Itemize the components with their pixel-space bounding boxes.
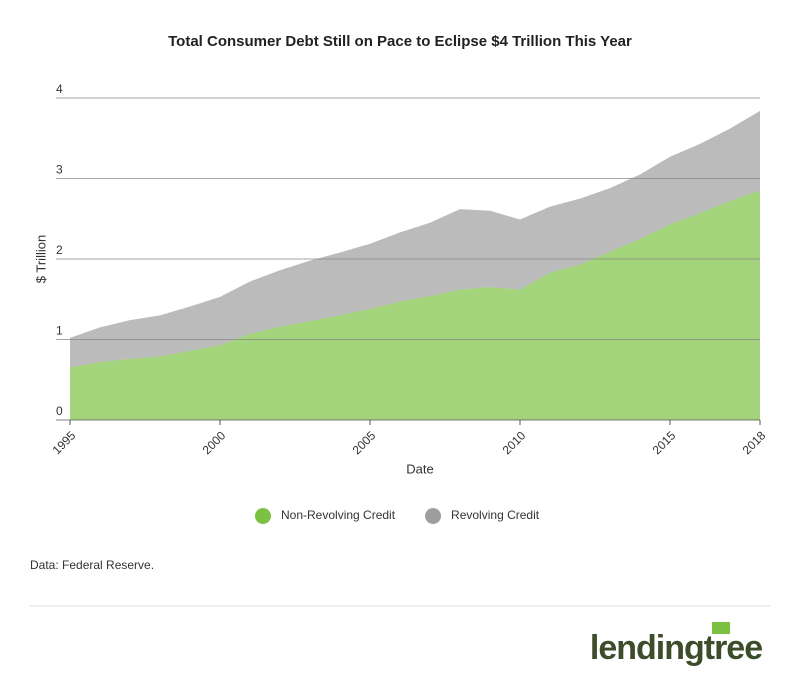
x-tick-label: 2018	[740, 428, 769, 457]
y-tick-label: 1	[56, 324, 63, 338]
y-axis-label: $ Trillion	[33, 235, 48, 283]
y-tick-label: 3	[56, 163, 63, 177]
legend-label: Revolving Credit	[451, 508, 540, 522]
logo-leaf	[712, 622, 730, 634]
y-tick-label: 4	[56, 82, 63, 96]
legend-marker	[255, 508, 271, 524]
legend-label: Non-Revolving Credit	[281, 508, 396, 522]
chart-title: Total Consumer Debt Still on Pace to Ecl…	[168, 33, 632, 50]
x-tick-label: 2015	[650, 428, 679, 457]
area	[70, 110, 760, 368]
x-tick-label: 2010	[500, 428, 529, 457]
area	[70, 190, 760, 420]
y-tick-label: 0	[56, 404, 63, 418]
source-note: Data: Federal Reserve.	[30, 558, 154, 572]
logo: lendingtree	[590, 629, 762, 667]
x-axis-label: Date	[406, 461, 433, 476]
y-tick-label: 2	[56, 243, 63, 257]
legend-marker	[425, 508, 442, 524]
x-tick-label: 2000	[200, 428, 229, 457]
x-tick-label: 1995	[50, 428, 79, 457]
x-tick-label: 2005	[350, 428, 379, 457]
